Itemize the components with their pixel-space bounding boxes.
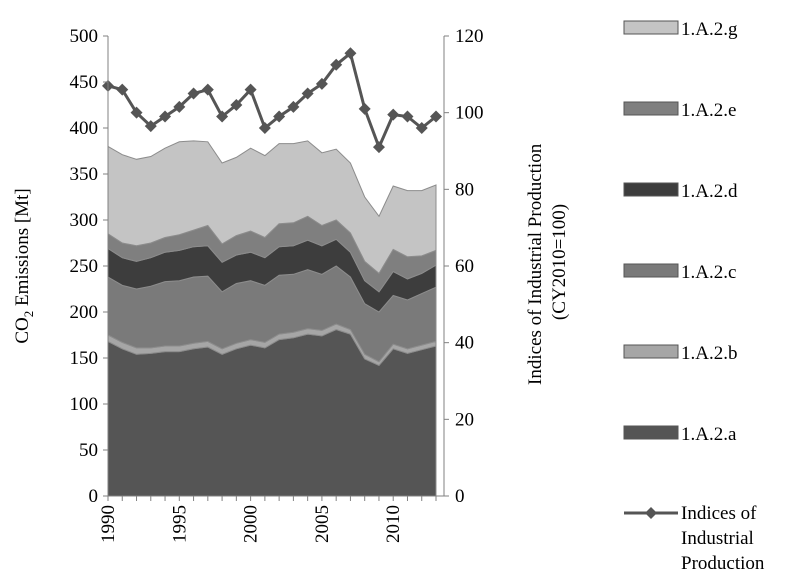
left-tick-label: 450 [70, 72, 99, 93]
production-marker [415, 122, 428, 134]
legend-label-1-A-2-c: 1.A.2.c [681, 262, 736, 283]
legend-label-1-A-2-e: 1.A.2.e [681, 100, 736, 121]
legend-swatch-1-A-2-b [623, 344, 679, 359]
x-tick-label: 1990 [98, 505, 119, 543]
legend-swatch-1-A-2-a [623, 425, 679, 440]
production-marker [201, 83, 214, 96]
area-1-A-2-g [107, 140, 437, 275]
left-tick-label: 100 [70, 394, 99, 415]
production-marker [358, 102, 371, 115]
left-tick-label: 250 [70, 256, 99, 277]
production-marker [344, 47, 357, 60]
legend-swatch-1-A-2-e [623, 101, 679, 116]
left-tick-label: 0 [89, 486, 99, 507]
legend-swatch-1-A-2-c [623, 263, 679, 278]
production-marker [273, 110, 286, 123]
production-marker [116, 83, 129, 96]
production-marker [216, 110, 229, 123]
legend-line-marker [645, 507, 657, 519]
production-marker [315, 77, 328, 90]
right-tick-label: 100 [455, 103, 484, 124]
right-axis-title-line-2: (CY2010=100) [549, 204, 570, 320]
legend-label-production: Indices of [681, 503, 757, 524]
legend-label-1-A-2-a: 1.A.2.a [681, 424, 737, 445]
left-tick-label: 50 [79, 440, 98, 461]
production-marker [173, 100, 186, 113]
production-marker [187, 87, 200, 100]
legend-label-1-A-2-d: 1.A.2.d [681, 181, 738, 202]
legend-label-1-A-2-b: 1.A.2.b [681, 343, 737, 364]
production-marker [244, 83, 257, 96]
x-tick-label: 2010 [383, 505, 404, 543]
left-tick-label: 300 [70, 210, 99, 231]
production-marker [372, 141, 385, 154]
legend-label-production: Industrial [681, 528, 754, 549]
right-tick-label: 40 [455, 333, 474, 354]
legend-label-production: Production [681, 553, 765, 574]
right-axis-title: Indices of Industrial Production (CY2010… [525, 139, 570, 385]
left-axis-title-main: CO [12, 317, 33, 343]
left-axis-title: CO2 Emissions [Mt] [12, 188, 36, 343]
production-line [107, 50, 437, 152]
left-axis-title-rest: Emissions [Mt] [12, 188, 33, 310]
left-axis-title-subscript: 2 [21, 311, 36, 318]
legend-swatch-1-A-2-g [623, 20, 679, 35]
left-tick-label: 500 [70, 26, 99, 47]
right-axis-ticks: 0 20 40 60 80 100 120 [444, 26, 484, 507]
production-line-layer [102, 47, 442, 154]
right-tick-label: 0 [455, 486, 465, 507]
production-marker [301, 87, 314, 100]
legend-swatch-1-A-2-d [623, 182, 679, 197]
x-tick-label: 1995 [169, 505, 190, 543]
production-marker [130, 106, 143, 119]
x-tick-label: 2005 [312, 505, 333, 543]
left-tick-label: 200 [70, 302, 99, 323]
production-marker [159, 110, 172, 123]
left-axis-ticks: 0 50 100 150 200 250 300 350 400 450 500 [70, 26, 108, 507]
production-marker [144, 120, 157, 133]
production-marker [230, 99, 243, 111]
production-marker [401, 110, 414, 123]
right-axis-title-line-1: Indices of Industrial Production [525, 143, 546, 385]
left-tick-label: 150 [70, 348, 99, 369]
left-tick-label: 400 [70, 118, 99, 139]
right-tick-label: 20 [455, 409, 474, 430]
legend-label-1-A-2-g: 1.A.2.g [681, 19, 738, 40]
production-marker [330, 58, 343, 71]
legend: 1.A.2.g 1.A.2.e 1.A.2.d 1.A.2.c 1.A.2.b 1.A.2… [623, 19, 765, 574]
left-tick-label: 350 [70, 164, 99, 185]
right-tick-label: 60 [455, 256, 474, 277]
stacked-areas [107, 140, 437, 497]
right-tick-label: 80 [455, 179, 474, 200]
production-marker [287, 100, 300, 113]
production-marker [430, 110, 442, 123]
right-tick-label: 120 [455, 26, 484, 47]
x-tick-label: 2000 [241, 505, 262, 543]
x-axis-ticks: 1990 1995 2000 2005 2010 [98, 496, 437, 543]
production-marker [258, 122, 271, 134]
production-marker [387, 108, 400, 121]
